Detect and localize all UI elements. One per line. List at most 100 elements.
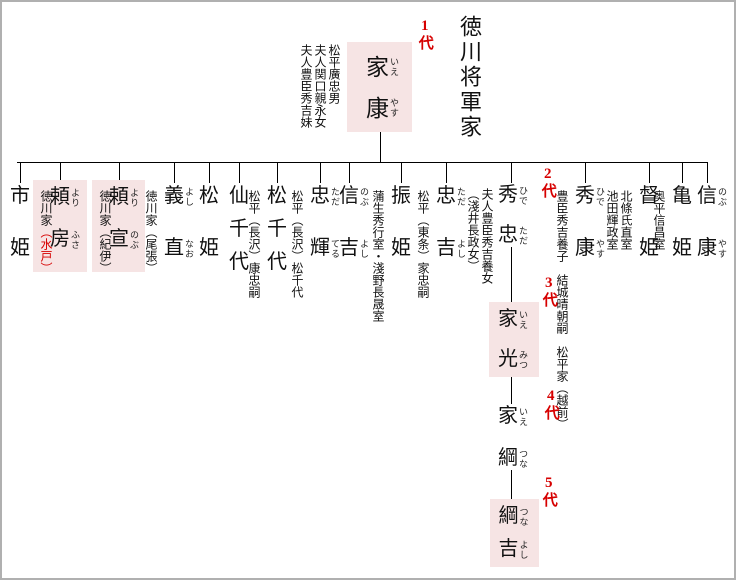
stub-line: [446, 162, 447, 183]
person-name: 家いえ綱つな: [497, 405, 528, 469]
name-char: 振: [391, 185, 411, 207]
stub-line: [511, 162, 512, 183]
furigana: のぶ: [129, 230, 139, 250]
person-annotation: 北條氏直室 池田輝政室: [605, 190, 633, 250]
bus-line: [17, 162, 707, 163]
furigana: いえ: [518, 407, 528, 427]
name-char: 姫: [639, 237, 659, 259]
name-char: 忠ただ: [310, 185, 340, 207]
name-char: 康やす: [697, 237, 727, 259]
stub-line: [585, 162, 586, 183]
name-char: 綱つな: [498, 447, 528, 469]
stub-line: [707, 162, 708, 183]
person-name: 仙千代: [228, 186, 250, 272]
person-name: 義よし直なお: [163, 186, 194, 259]
branch-text: 徳川家: [39, 190, 53, 226]
name-char: 頼より: [50, 186, 80, 208]
name-char: 直なお: [164, 237, 194, 259]
furigana: つな: [518, 449, 528, 469]
name-char: 亀: [672, 185, 692, 207]
name-char: 輝てる: [310, 237, 340, 259]
person-name: 秀ひで忠ただ: [497, 184, 528, 246]
furigana: なお: [184, 239, 194, 259]
furigana: ひで: [518, 186, 528, 206]
family-box: [490, 499, 539, 567]
stub-line: [239, 162, 240, 183]
stub-line: [401, 162, 402, 183]
name-char: 仙: [229, 185, 249, 207]
person-name: 綱つな吉よし: [498, 505, 529, 560]
name-char: 忠ただ: [498, 224, 528, 246]
name-char: 秀ひで: [498, 184, 528, 206]
name-char: 家いえ: [366, 55, 399, 80]
person-name: 忠ただ輝てる: [309, 185, 340, 259]
name-char: 康やす: [575, 237, 605, 259]
furigana: より: [129, 188, 139, 208]
name-char: 康やす: [366, 96, 399, 121]
generation-label: 5代: [540, 475, 557, 508]
person-name: 振姫: [390, 186, 412, 258]
branch-label: 徳川家（紀伊）: [98, 190, 112, 274]
parent-annotation: 松平廣忠男 夫人関口親永女 夫人豊臣秀吉妹: [299, 44, 341, 128]
stub-line: [320, 162, 321, 183]
person-annotation: 徳川家（尾張）: [144, 190, 158, 274]
person-name: 頼より房ふさ: [49, 186, 80, 250]
furigana: やす: [389, 98, 399, 118]
name-char: 家いえ: [498, 308, 528, 330]
name-char: 吉よし: [339, 237, 369, 259]
generation-label: 4代: [542, 388, 559, 421]
generation-label: 3代: [540, 275, 557, 308]
furigana: のぶ: [359, 187, 369, 207]
furigana: いえ: [389, 57, 399, 77]
person-name: 督姫: [638, 186, 660, 258]
name-char: 信のぶ: [697, 185, 727, 207]
furigana: より: [70, 188, 80, 208]
stub-line: [349, 162, 350, 183]
page-title: 徳川将軍家: [457, 15, 482, 140]
name-char: 市: [10, 185, 30, 207]
furigana: やす: [717, 239, 727, 259]
name-char: 千: [267, 218, 287, 240]
name-char: 忠ただ: [436, 185, 466, 207]
name-char: 家いえ: [498, 405, 528, 427]
person-name: 秀ひで康やす: [574, 185, 605, 259]
person-name: 家いえ光みつ: [497, 308, 528, 370]
name-char: 宣のぶ: [109, 228, 139, 250]
branch-red-text: （水戸）: [39, 226, 53, 274]
name-char: 松: [267, 185, 287, 207]
name-char: 姫: [199, 237, 219, 259]
name-char: 代: [229, 251, 249, 273]
name-char: 秀ひで: [575, 185, 605, 207]
branch-text: 徳川家（紀伊）: [98, 190, 112, 274]
person-name: 頼より宣のぶ: [108, 186, 139, 250]
person-name: 松千代: [266, 186, 288, 272]
furigana: つな: [518, 507, 529, 527]
name-char: 光みつ: [498, 348, 528, 370]
stub-line: [20, 162, 21, 183]
furigana: ただ: [456, 187, 466, 207]
furigana: のぶ: [717, 187, 727, 207]
name-char: 松: [199, 185, 219, 207]
stub-line: [174, 162, 175, 183]
furigana: やす: [595, 239, 605, 259]
person-annotation: 松平（東条）家忠嗣: [416, 190, 430, 298]
person-name: 市姫: [9, 186, 31, 258]
family-box: [489, 302, 539, 377]
name-char: 姫: [391, 237, 411, 259]
name-char: 綱つな: [498, 505, 529, 527]
furigana: よし: [359, 239, 369, 259]
furigana: ただ: [518, 226, 528, 246]
stub-line: [209, 162, 210, 183]
furigana: よし: [456, 239, 466, 259]
furigana: よし: [184, 187, 194, 207]
generation-label: 1代: [416, 18, 433, 51]
family-box: [347, 42, 412, 132]
name-char: 姫: [672, 237, 692, 259]
stub-line: [277, 162, 278, 183]
name-char: 督: [639, 185, 659, 207]
name-char: 頼より: [109, 186, 139, 208]
person-name: 家いえ康やす: [366, 55, 399, 121]
stub-line: [60, 162, 61, 180]
furigana: ただ: [330, 187, 340, 207]
name-char: 千: [229, 218, 249, 240]
